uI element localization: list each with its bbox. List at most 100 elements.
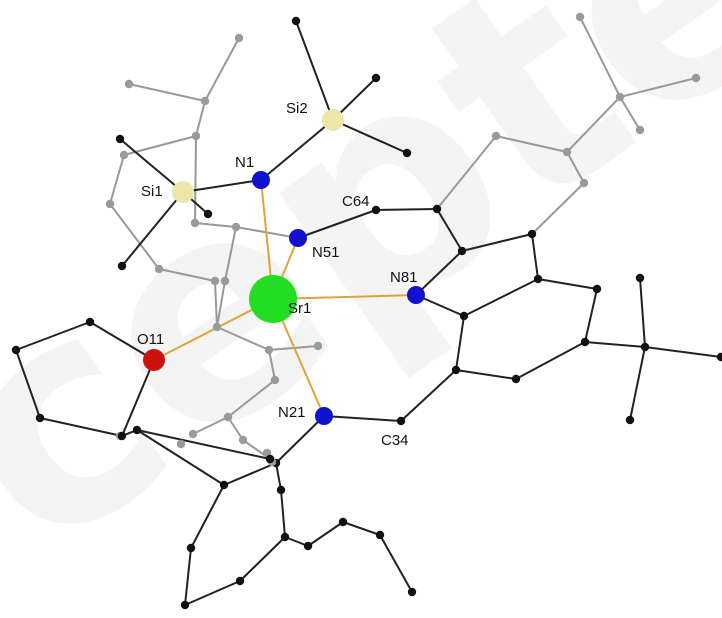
carbon-atom [625,415,635,425]
carbon-atom [210,276,220,286]
carbon-atom [85,317,95,327]
bond [121,359,155,437]
bond [223,462,277,486]
carbon-atom [575,12,585,22]
bond [584,288,598,343]
label-o11: O11 [137,331,164,348]
label-c64: C64 [342,193,370,210]
carbon-atom [562,147,572,157]
carbon-atom [580,337,590,347]
nitrogen-atom-n21 [315,407,333,425]
bond [184,580,241,606]
bond-back [619,96,641,131]
carbon-atom [223,412,233,422]
silicon-atom-si2 [322,109,344,131]
bond-back [495,135,568,153]
bond [584,341,646,348]
bond [537,278,598,290]
carbon-atom [190,218,200,228]
heteroatoms-layer [143,109,425,425]
bond [295,20,334,121]
carbon-atom [303,541,313,551]
carbon-atom [375,530,385,540]
bond [455,369,517,380]
carbon-atom [132,425,142,435]
bond [275,415,325,464]
carbon-atom [615,92,625,102]
bond [375,208,438,211]
carbon-atom [491,131,501,141]
bond-back [224,226,237,282]
bond [455,315,465,371]
carbon-atom [186,543,196,553]
carbon-atom [579,178,589,188]
bond-back [566,151,585,184]
bond [644,346,722,358]
bond [323,415,402,422]
carbon-atom [191,131,201,141]
carbon-atom [459,311,469,321]
carbon-atom [219,480,229,490]
bond-back [436,135,497,210]
carbon-atom [115,134,125,144]
bond [463,278,539,317]
carbon-atoms-layer [11,12,722,610]
bond [89,321,155,361]
carbon-atom [234,33,244,43]
carbon-atom [124,79,134,89]
bond [260,119,334,181]
carbon-atom [220,276,230,286]
strontium-atom-sr1 [249,275,297,323]
carbon-atom [270,375,280,385]
bond [239,536,286,582]
bond [531,233,539,280]
carbon-atom [203,209,213,219]
carbon-atom [35,413,45,423]
bond [280,489,286,538]
bond-back [531,182,585,235]
carbon-atom [407,587,417,597]
carbon-atom [231,222,241,232]
bond-back [158,268,216,282]
carbon-atom [371,205,381,215]
bond [332,119,408,154]
bond-back [227,416,244,441]
back-bonds-layer [109,16,697,460]
bond [629,346,646,421]
carbon-atom [188,429,198,439]
oxygen-atom-o11 [143,349,165,371]
carbon-atom [432,204,442,214]
carbon-atom [527,229,537,239]
bond [275,462,282,491]
bond-back [195,100,206,137]
bond [184,547,192,606]
bond-back [109,154,125,205]
label-si2: Si2 [286,100,308,117]
bond [15,349,41,419]
atom-labels-layer: Sr1 N1 N51 N81 N21 O11 Si1 Si2 C64 C34 [137,100,418,449]
label-n81: N81 [390,269,418,286]
bond-back [128,83,206,102]
carbon-atom [117,261,127,271]
front-bonds-layer [15,20,722,606]
bond-back [227,379,276,418]
carbon-atom [371,73,381,83]
bond [136,429,225,486]
carbon-atom [313,341,323,351]
bond [379,534,413,593]
bond [307,521,344,547]
bond-back [192,416,229,435]
carbon-atom [235,576,245,586]
bond-back [194,135,197,224]
carbon-atom [276,485,286,495]
bond [119,138,184,193]
silicon-atom-si1 [172,181,194,203]
bond-back [619,77,697,98]
carbon-atom [396,416,406,426]
carbon-atom [11,345,21,355]
carbon-atom [451,365,461,375]
bond [400,369,457,422]
bond [182,179,262,193]
nitrogen-atom-n81 [407,286,425,304]
